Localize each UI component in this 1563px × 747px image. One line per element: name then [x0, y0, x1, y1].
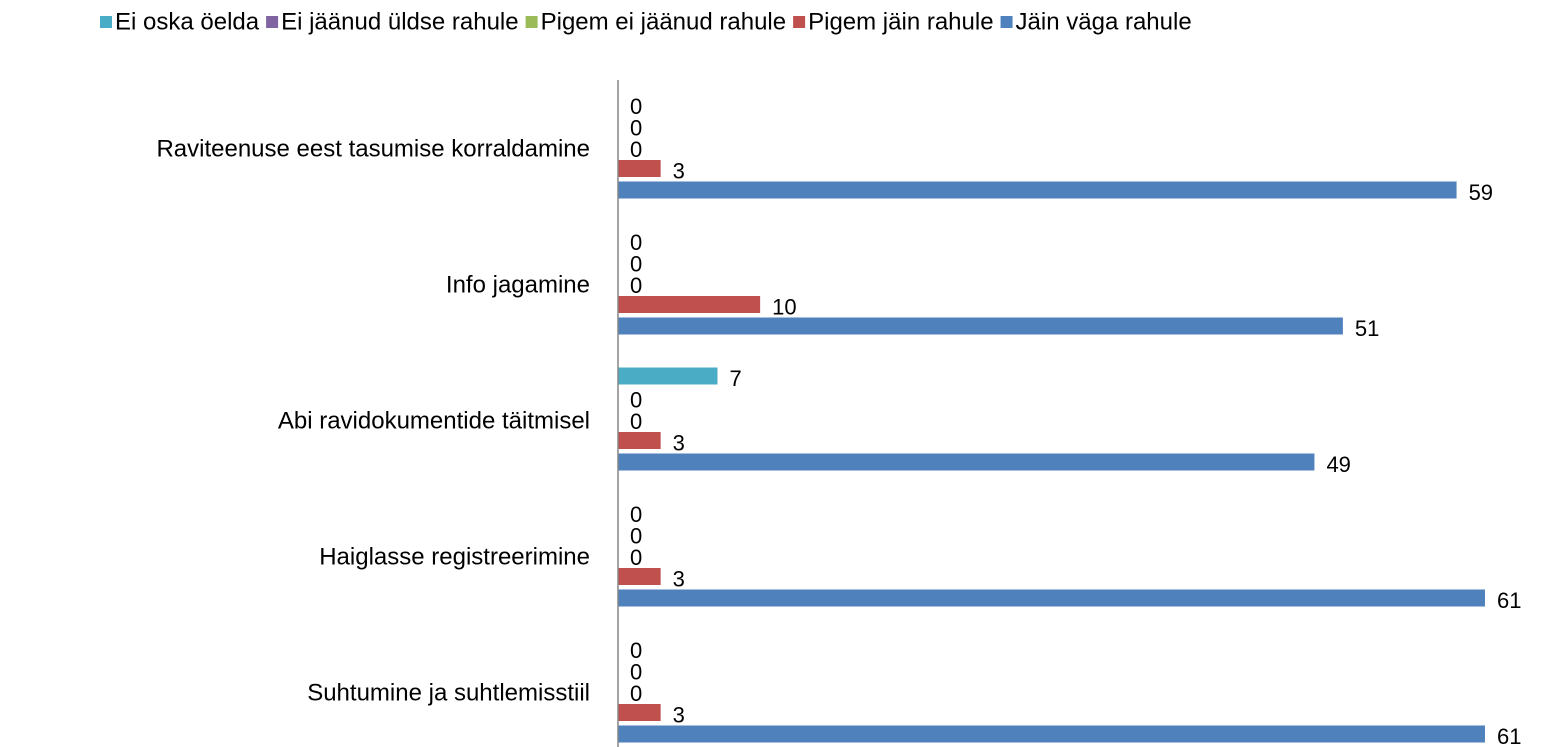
- value-label: 0: [630, 251, 642, 276]
- value-label: 59: [1469, 180, 1493, 205]
- category-label: Haiglasse registreerimine: [319, 543, 590, 570]
- value-label: 0: [630, 137, 642, 162]
- value-label: 0: [630, 115, 642, 140]
- legend-label: Pigem jäin rahule: [808, 8, 993, 35]
- bar: [618, 367, 718, 385]
- value-label: 0: [630, 409, 642, 434]
- legend-label: Pigem ei jäänud rahule: [541, 8, 787, 35]
- value-label: 49: [1326, 452, 1350, 477]
- value-label: 0: [630, 659, 642, 684]
- legend-swatch: [266, 16, 279, 28]
- value-label: 0: [630, 502, 642, 527]
- value-label: 0: [630, 545, 642, 570]
- legend-swatch: [793, 16, 806, 28]
- value-label: 61: [1497, 588, 1521, 613]
- value-label: 3: [673, 430, 685, 455]
- bar: [618, 296, 761, 313]
- legend-swatch: [525, 16, 538, 28]
- bar: [618, 317, 1343, 335]
- legend-swatch: [1000, 16, 1013, 28]
- value-label: 0: [630, 523, 642, 548]
- category-label: Suhtumine ja suhtlemisstiil: [307, 679, 590, 706]
- value-label: 3: [673, 702, 685, 727]
- value-label: 3: [673, 566, 685, 591]
- value-label: 0: [630, 638, 642, 663]
- value-label: 0: [630, 94, 642, 119]
- value-label: 61: [1497, 724, 1521, 747]
- bar: [618, 589, 1485, 607]
- bar: [618, 704, 661, 721]
- value-label: 51: [1355, 316, 1379, 341]
- value-label: 0: [630, 273, 642, 298]
- legend-label: Ei jäänud üldse rahule: [281, 8, 519, 35]
- bar: [618, 568, 661, 585]
- bar: [618, 725, 1485, 743]
- value-label: 0: [630, 681, 642, 706]
- value-label: 7: [729, 366, 741, 391]
- bar: [618, 181, 1457, 199]
- legend-swatch: [100, 16, 112, 28]
- legend-label: Jäin väga rahule: [1016, 8, 1192, 35]
- bar: [618, 432, 661, 449]
- value-label: 0: [630, 387, 642, 412]
- category-label: Raviteenuse eest tasumise korraldamine: [156, 135, 590, 162]
- value-label: 0: [630, 230, 642, 255]
- value-label: 10: [772, 294, 796, 319]
- value-label: 3: [673, 158, 685, 183]
- bar: [618, 453, 1315, 471]
- category-label: Abi ravidokumentide täitmisel: [278, 407, 590, 434]
- bar: [618, 160, 661, 177]
- legend-label: Ei oska öelda: [115, 8, 260, 35]
- category-label: Info jagamine: [446, 271, 590, 298]
